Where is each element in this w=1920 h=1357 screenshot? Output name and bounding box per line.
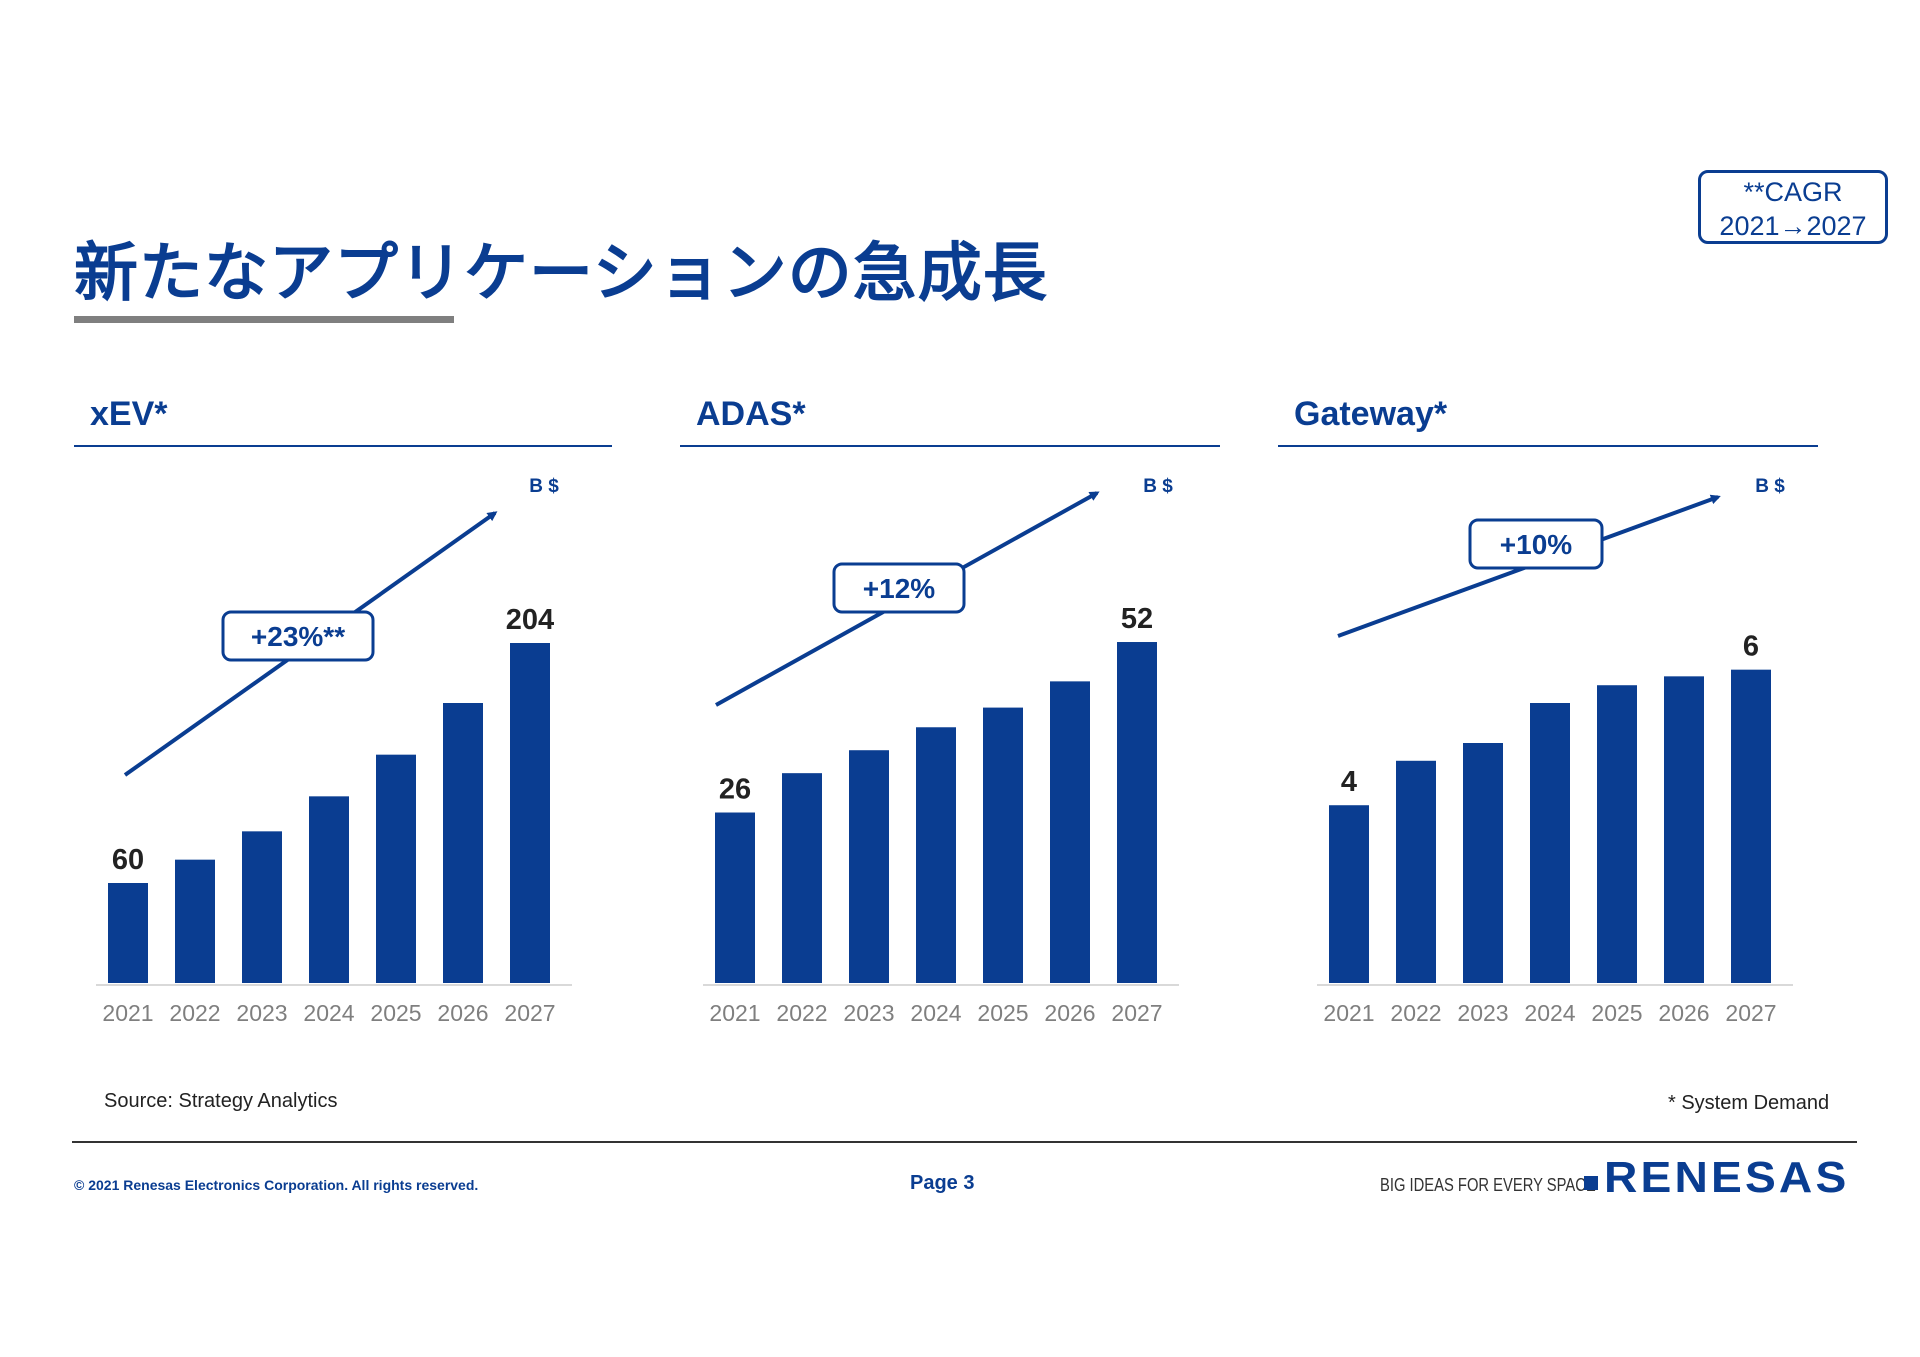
data-label-xev-last: 204 — [506, 604, 554, 636]
section-title-gateway: Gateway* — [1294, 395, 1448, 433]
bar-xev-2022 — [175, 859, 215, 983]
growth-label-gateway: +10% — [1500, 529, 1572, 560]
cagr-note-line1: **CAGR — [1743, 177, 1843, 207]
data-label-gateway-first: 4 — [1341, 766, 1357, 798]
bar-xev-2027 — [510, 643, 550, 983]
growth-box-xev — [221, 610, 375, 662]
bar-xev-2023 — [242, 831, 282, 983]
growth-label-xev: +23%** — [251, 621, 345, 652]
tick-label-gateway-2027: 2027 — [1725, 1000, 1776, 1026]
tick-label-xev-2024: 2024 — [303, 1000, 354, 1026]
tick-label-gateway-2026: 2026 — [1658, 1000, 1709, 1026]
section-title-adas: ADAS* — [696, 395, 806, 433]
data-label-adas-first: 26 — [719, 774, 751, 806]
growth-box-gateway — [1468, 518, 1604, 570]
bar-xev-2026 — [443, 703, 483, 983]
bar-gateway-2025 — [1597, 685, 1637, 983]
data-label-adas-last: 52 — [1121, 603, 1153, 635]
tick-label-xev-2023: 2023 — [236, 1000, 287, 1026]
bar-adas-2026 — [1050, 681, 1090, 983]
bar-adas-2025 — [983, 707, 1023, 983]
bar-xev-2024 — [309, 796, 349, 983]
bar-xev-2025 — [376, 754, 416, 983]
bar-adas-2023 — [849, 750, 889, 983]
tick-label-adas-2021: 2021 — [709, 1000, 760, 1026]
tick-label-gateway-2025: 2025 — [1591, 1000, 1642, 1026]
tick-label-gateway-2023: 2023 — [1457, 1000, 1508, 1026]
tick-label-adas-2023: 2023 — [843, 1000, 894, 1026]
logo-mark-icon — [1584, 1176, 1598, 1190]
source-note: Source: Strategy Analytics — [104, 1090, 338, 1112]
cagr-note-line2: 2021→2027 — [1719, 211, 1867, 241]
bar-gateway-2021 — [1329, 805, 1369, 983]
bar-adas-2021 — [715, 812, 755, 983]
bar-adas-2022 — [782, 773, 822, 983]
unit-label-gateway: B $ — [1755, 476, 1785, 497]
bar-gateway-2026 — [1664, 676, 1704, 983]
section-rule-gateway — [1278, 445, 1818, 447]
system-demand-note: * System Demand — [1668, 1092, 1830, 1114]
title-underline — [74, 316, 454, 323]
tick-label-adas-2022: 2022 — [776, 1000, 827, 1026]
bar-adas-2027 — [1117, 642, 1157, 983]
unit-label-xev: B $ — [529, 476, 559, 497]
cagr-note-box: **CAGR 2021→2027 — [1698, 170, 1888, 244]
tick-label-gateway-2021: 2021 — [1323, 1000, 1374, 1026]
tick-label-xev-2027: 2027 — [504, 1000, 555, 1026]
tagline: BIG IDEAS FOR EVERY SPACE — [1380, 1175, 1596, 1195]
growth-label-adas: +12% — [863, 573, 935, 604]
bar-xev-2021 — [108, 883, 148, 983]
tick-label-adas-2027: 2027 — [1111, 1000, 1162, 1026]
data-label-gateway-last: 6 — [1743, 631, 1759, 663]
tick-label-adas-2026: 2026 — [1044, 1000, 1095, 1026]
tick-label-xev-2022: 2022 — [169, 1000, 220, 1026]
bar-adas-2024 — [916, 727, 956, 983]
bar-gateway-2023 — [1463, 743, 1503, 983]
section-title-xev: xEV* — [90, 395, 168, 433]
renesas-logo: RENESAS — [1584, 1153, 1846, 1202]
unit-label-adas: B $ — [1143, 476, 1173, 497]
copyright: © 2021 Renesas Electronics Corporation. … — [74, 1177, 479, 1193]
tick-label-adas-2025: 2025 — [977, 1000, 1028, 1026]
tick-label-xev-2026: 2026 — [437, 1000, 488, 1026]
page-number: Page 3 — [910, 1172, 975, 1194]
bar-gateway-2022 — [1396, 760, 1436, 983]
bar-gateway-2027 — [1731, 669, 1771, 983]
tick-label-xev-2021: 2021 — [102, 1000, 153, 1026]
data-label-xev-first: 60 — [112, 844, 144, 876]
section-rule-adas — [680, 445, 1220, 447]
growth-box-adas — [832, 562, 966, 614]
tick-label-xev-2025: 2025 — [370, 1000, 421, 1026]
section-rule-xev — [74, 445, 612, 447]
page-title: 新たなアプリケーションの急成長 — [74, 237, 1048, 311]
tick-label-adas-2024: 2024 — [910, 1000, 961, 1026]
bar-gateway-2024 — [1530, 703, 1570, 983]
tick-label-gateway-2024: 2024 — [1524, 1000, 1575, 1026]
logo-text: RENESAS — [1604, 1153, 1850, 1202]
tick-label-gateway-2022: 2022 — [1390, 1000, 1441, 1026]
footer-rule — [72, 1141, 1857, 1143]
